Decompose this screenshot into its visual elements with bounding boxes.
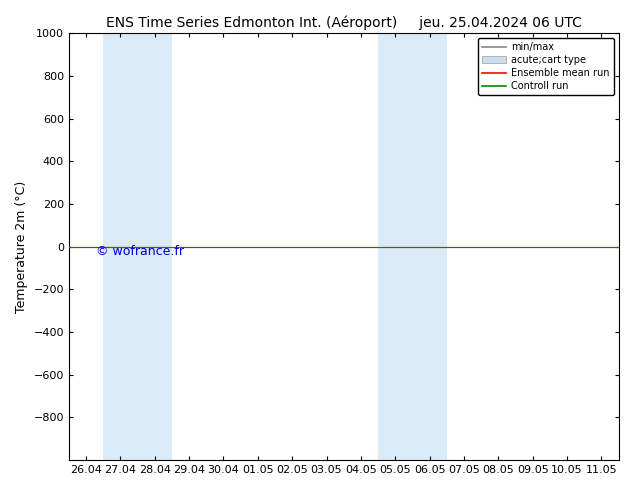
Legend: min/max, acute;cart type, Ensemble mean run, Controll run: min/max, acute;cart type, Ensemble mean … — [478, 38, 614, 95]
Y-axis label: Temperature 2m (°C): Temperature 2m (°C) — [15, 181, 28, 313]
Title: ENS Time Series Edmonton Int. (Aéroport)     jeu. 25.04.2024 06 UTC: ENS Time Series Edmonton Int. (Aéroport)… — [106, 15, 581, 29]
Bar — [378, 33, 447, 460]
Bar — [103, 33, 172, 460]
Text: © wofrance.fr: © wofrance.fr — [96, 245, 184, 258]
